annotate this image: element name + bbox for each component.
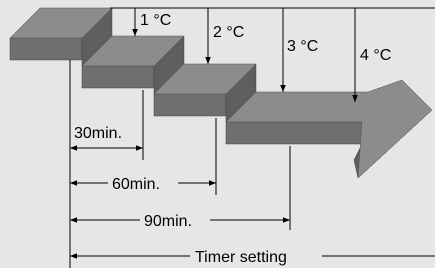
temperature-label: 2 °C (213, 24, 244, 41)
diagram: 1 °C 2 °C 3 °C 4 °C 30min. 60min. 90min.… (0, 0, 435, 268)
duration-label: Timer setting (195, 249, 287, 266)
duration-label: 30min. (74, 125, 122, 142)
duration-label: 90min. (144, 213, 192, 230)
duration-label: 60min. (112, 176, 160, 193)
temperature-label: 1 °C (140, 12, 171, 29)
temperature-label: 4 °C (360, 47, 391, 64)
temperature-label: 3 °C (287, 38, 318, 55)
page: 1 °C 2 °C 3 °C 4 °C 30min. 60min. 90min.… (0, 0, 435, 268)
